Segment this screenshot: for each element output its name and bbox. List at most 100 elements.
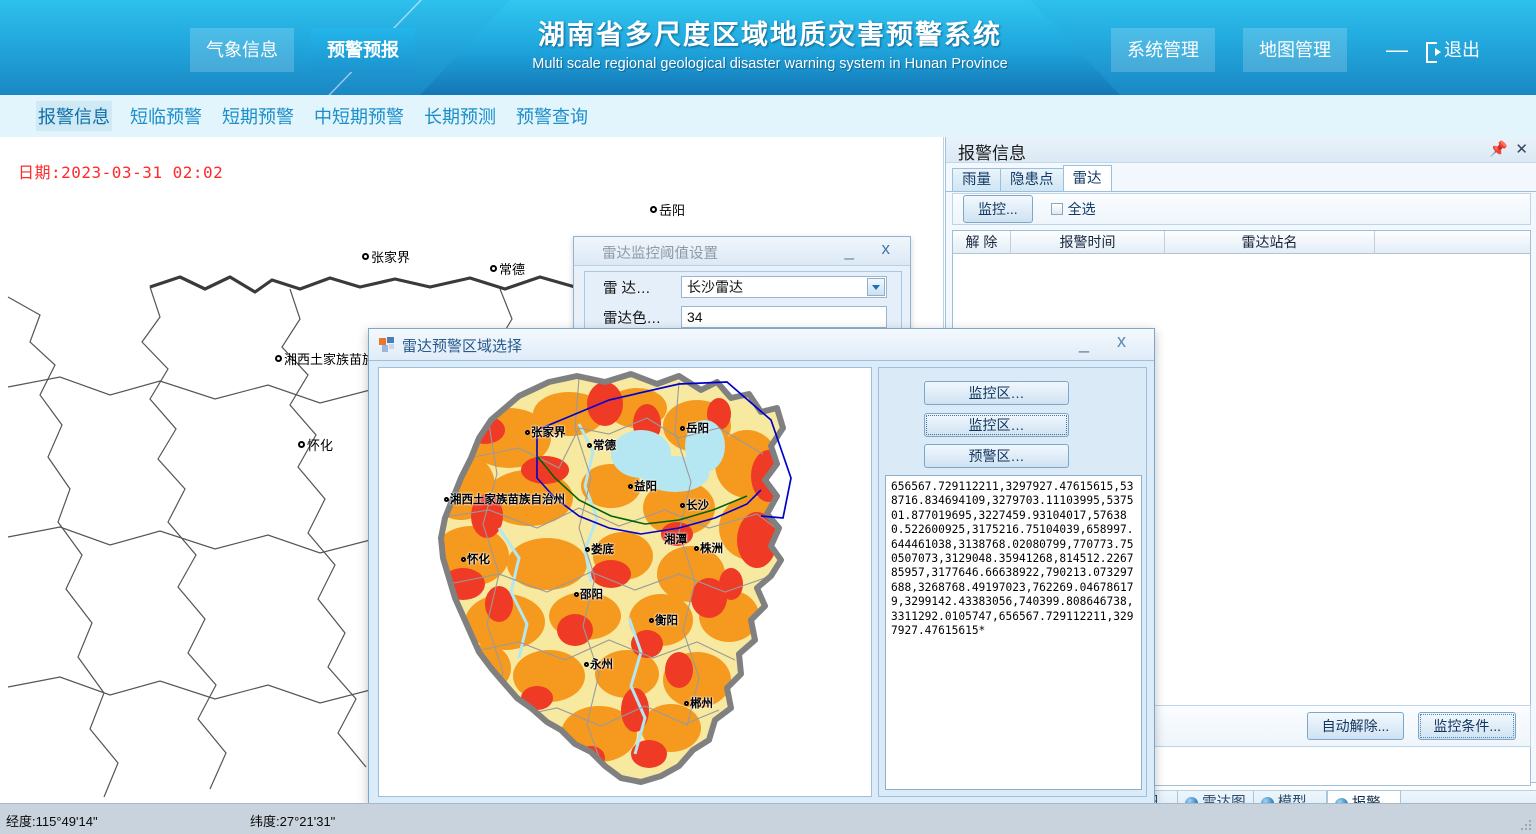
tab-radar[interactable]: 雷达 (1062, 165, 1112, 192)
radar-color-field-label: 雷达色… (603, 310, 661, 327)
status-latitude: 纬度:27°21'31" (250, 814, 336, 829)
city-name: 怀化 (307, 438, 334, 453)
map-city-label: 岳阳 (650, 200, 685, 219)
nav-item-warning-forecast[interactable]: 预警预报 (311, 28, 415, 72)
select-all-checkbox[interactable]: 全选 (1050, 199, 1096, 219)
column-header-filler (1375, 231, 1530, 254)
nav-item-weather-info[interactable]: 气象信息 (190, 28, 294, 72)
status-bar: 经度:115°49'14" 纬度:27°21'31" (0, 803, 1536, 834)
nav-item-system-management[interactable]: 系统管理 (1111, 28, 1215, 72)
tab-rainfall[interactable]: 雨量 (952, 168, 1001, 192)
exit-button[interactable]: 退出 (1426, 28, 1480, 72)
app-header: 湖南省多尺度区域地质灾害预警系统 Multi scale regional ge… (0, 0, 1536, 95)
pin-icon[interactable]: 📌 (1489, 141, 1508, 158)
city-marker-icon (587, 442, 592, 448)
dialog-map-city-label: 永州 (584, 656, 613, 672)
exit-label: 退出 (1444, 40, 1480, 60)
tab-hazard-point[interactable]: 隐患点 (1000, 168, 1064, 192)
column-header-alarm-time[interactable]: 报警时间 (1011, 231, 1165, 254)
alarm-panel-title: 报警信息 (958, 144, 1026, 163)
field-row-radar: 雷 达… 长沙雷达 (585, 272, 901, 302)
threshold-minimize-button[interactable]: _ (844, 241, 854, 260)
city-marker-icon (275, 355, 282, 362)
monitor-area-button-1[interactable]: 监控区… (924, 381, 1069, 405)
dialog-map-city-label: 郴州 (684, 695, 713, 711)
subnav-item-long-term[interactable]: 长期预测 (424, 107, 496, 127)
column-header-release[interactable]: 解 除 (953, 231, 1011, 254)
subnav-item-short-term[interactable]: 短期预警 (222, 107, 294, 127)
dialog-map-city-label: 衡阳 (649, 612, 678, 628)
dialog-map-city-label: 娄底 (585, 541, 614, 557)
page-subtitle: Multi scale regional geological disaster… (532, 56, 1008, 72)
radar-select[interactable]: 长沙雷达 (681, 276, 887, 298)
city-name: 常德 (499, 262, 526, 277)
status-longitude: 经度:115°49'14" (6, 814, 98, 829)
threshold-dialog-titlebar: 雷达监控阈值设置 _ x (574, 237, 910, 266)
monitor-area-button-2[interactable]: 监控区… (924, 413, 1069, 437)
city-marker-icon (525, 429, 530, 435)
area-dialog-side-panel: 监控区… 监控区… 预警区… 656567.729112211,3297927.… (878, 367, 1147, 797)
logout-icon (1426, 41, 1441, 63)
subnav-item-medium-short-term[interactable]: 中短期预警 (314, 107, 404, 127)
threshold-close-button[interactable]: x (881, 239, 891, 258)
dialog-map-city-label: 岳阳 (680, 420, 709, 436)
threshold-dialog-body: 雷 达… 长沙雷达 雷达色… 34 (584, 271, 902, 333)
area-close-button[interactable]: x (1117, 331, 1126, 351)
threshold-dialog-title: 雷达监控阈值设置 (602, 246, 718, 262)
window-minimize-button[interactable]: — (1386, 37, 1408, 62)
warning-area-button[interactable]: 预警区… (924, 444, 1069, 468)
dialog-map-city-label: 湘西土家族苗族自治州 (444, 491, 565, 507)
area-dialog-map[interactable]: 张家界 常德 岳阳 益阳 长沙 湘西土家族苗族自治州 娄底 湘潭 株洲 怀化 邵… (378, 367, 872, 797)
app-title-block: 湖南省多尺度区域地质灾害预警系统 Multi scale regional ge… (430, 18, 1110, 74)
city-marker-icon (584, 661, 589, 667)
chevron-down-icon[interactable] (867, 278, 885, 296)
area-minimize-button[interactable]: _ (1078, 333, 1089, 353)
nav-item-map-management[interactable]: 地图管理 (1243, 28, 1347, 72)
monitor-conditions-button[interactable]: 监控条件... (1418, 712, 1516, 740)
dialog-map-city-label: 邵阳 (574, 586, 603, 602)
sub-navigation-items: 报警信息 短临预警 短期预警 中短期预警 长期预测 预警查询 (36, 95, 590, 137)
subnav-item-short-imminent[interactable]: 短临预警 (130, 107, 202, 127)
area-dialog-titlebar[interactable]: 雷达预警区域选择 _ x (369, 329, 1154, 361)
city-marker-icon (680, 502, 685, 508)
area-dialog-title: 雷达预警区域选择 (402, 338, 523, 355)
city-marker-icon (490, 265, 497, 272)
city-marker-icon (574, 591, 579, 597)
monitor-button[interactable]: 监控... (963, 195, 1033, 223)
city-marker-icon (444, 496, 449, 502)
dialog-map-city-label: 长沙 (680, 497, 709, 513)
radar-threshold-dialog: 雷达监控阈值设置 _ x 雷 达… 长沙雷达 雷达色… 34 (573, 236, 911, 336)
select-all-label: 全选 (1067, 201, 1096, 217)
city-marker-icon (694, 545, 699, 551)
dialog-map-city-label: 常德 (587, 437, 616, 453)
column-header-radar-station[interactable]: 雷达站名 (1165, 231, 1375, 254)
city-marker-icon (628, 483, 633, 489)
subnav-item-alarm-info[interactable]: 报警信息 (36, 101, 112, 131)
city-name: 张家界 (371, 250, 411, 265)
coordinates-textarea[interactable]: 656567.729112211,3297927.47615615,538716… (885, 475, 1142, 790)
city-marker-icon (649, 617, 654, 623)
resize-grip[interactable] (1520, 819, 1532, 831)
dialog-map-city-label: 益阳 (628, 478, 657, 494)
city-marker-icon (585, 546, 590, 552)
alarm-panel-toolbar: 监控... 全选 (952, 193, 1531, 225)
dialog-map-city-label: 湘潭 (664, 534, 687, 546)
map-city-label: 张家界 (362, 247, 410, 266)
dialog-map-city-label: 怀化 (461, 551, 490, 567)
city-marker-icon (650, 206, 657, 213)
city-marker-icon (362, 253, 369, 260)
map-city-label: 怀化 (298, 435, 333, 454)
radar-color-input[interactable]: 34 (681, 306, 887, 328)
field-row-radar-color: 雷达色… 34 (585, 302, 901, 332)
subnav-item-warning-query[interactable]: 预警查询 (516, 107, 588, 127)
radar-field-label: 雷 达… (603, 280, 651, 297)
close-icon[interactable]: ✕ (1515, 141, 1528, 158)
city-marker-icon (298, 441, 305, 448)
auto-release-button[interactable]: 自动解除... (1306, 712, 1405, 740)
radar-select-value: 长沙雷达 (687, 279, 743, 295)
grid-header-row: 解 除 报警时间 雷达站名 (953, 231, 1530, 254)
checkbox-icon (1050, 203, 1063, 215)
sub-navigation-bar: 报警信息 短临预警 短期预警 中短期预警 长期预测 预警查询 (0, 95, 1536, 137)
alarm-panel-titlebar: 报警信息 📌 ✕ (946, 137, 1536, 163)
city-name: 岳阳 (659, 203, 686, 218)
